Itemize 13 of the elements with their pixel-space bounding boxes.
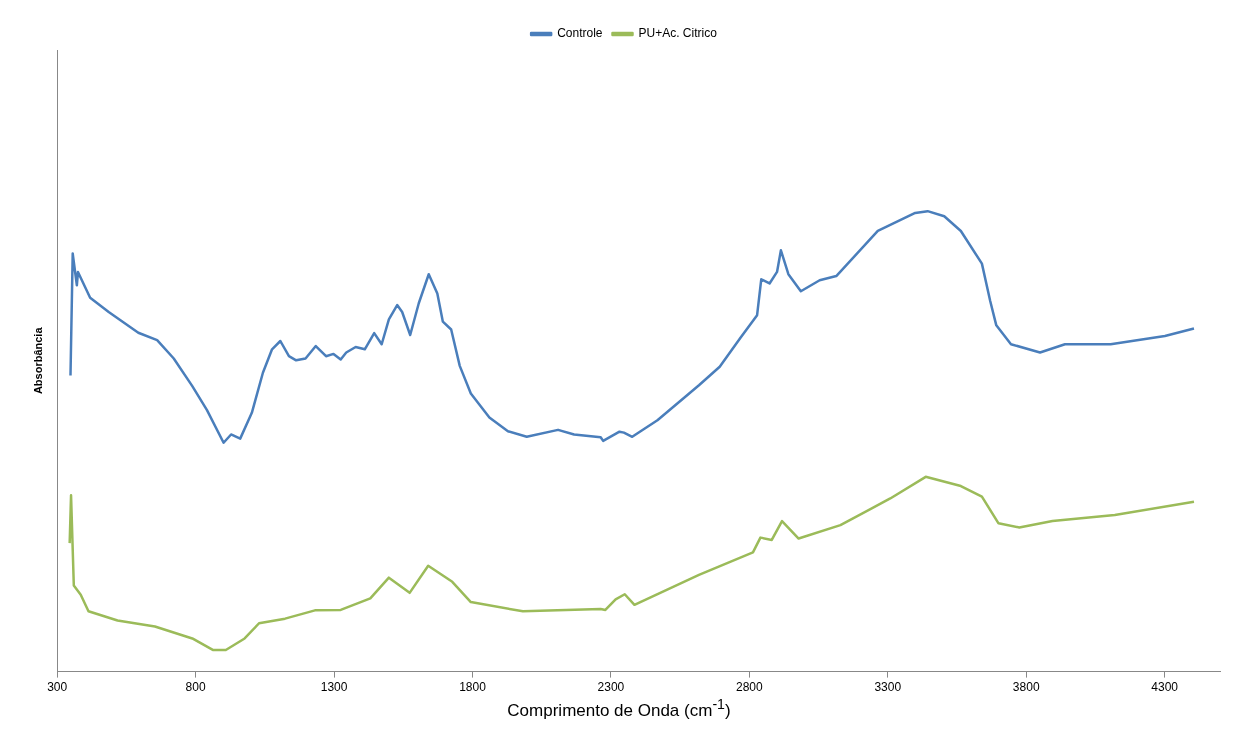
- legend-label: PU+Ac. Citrico: [638, 26, 718, 41]
- x-tick-label: 3300: [874, 680, 902, 695]
- x-tick-label: 800: [185, 680, 206, 695]
- x-tick-label: 2800: [735, 680, 764, 695]
- x-axis-title: Comprimento de Onda (cm$^{-1}$): [506, 696, 732, 721]
- x-tick-label: 1300: [320, 680, 348, 695]
- x-tick-label: 2300: [597, 680, 625, 695]
- x-tick-label: 4300: [1151, 680, 1179, 695]
- legend-label: Controle: [557, 26, 603, 41]
- x-tick-label: 300: [47, 680, 68, 695]
- x-tick-label: 3800: [1012, 680, 1040, 695]
- x-tick-label: 1800: [459, 680, 487, 695]
- y-axis-title: Absorbância: [31, 326, 44, 395]
